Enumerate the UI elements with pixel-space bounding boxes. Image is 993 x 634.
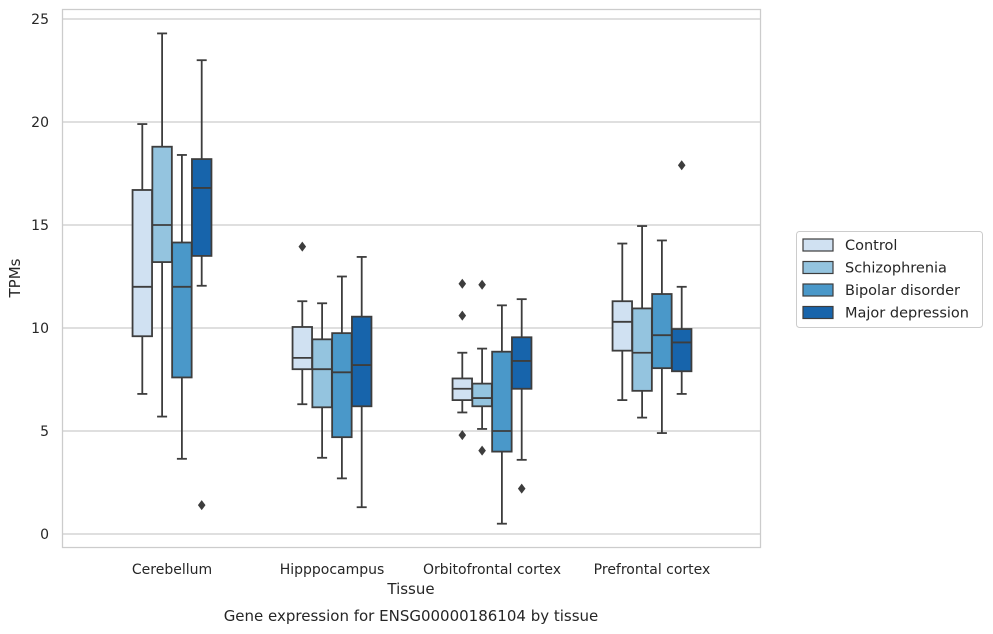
box-mark <box>611 242 633 402</box>
box-mark <box>191 59 213 511</box>
y-tick-label: 0 <box>40 527 49 543</box>
box-mark <box>671 160 693 395</box>
legend-swatch <box>802 283 834 297</box>
box-body <box>631 307 653 392</box>
box-body <box>291 326 313 371</box>
legend-items: Control Schizophrenia Bipolar disorder Majo… <box>802 238 969 322</box>
box-body <box>611 300 633 352</box>
legend-entry: Major depression <box>802 305 969 322</box>
legend-swatch <box>802 260 834 275</box>
y-tick-label: 5 <box>40 424 49 440</box>
box-body <box>471 382 493 408</box>
legend-swatch <box>802 305 834 320</box>
outlier-point <box>517 483 526 494</box>
legend-swatch <box>802 238 834 252</box>
box-body <box>331 332 353 439</box>
box-body <box>191 158 213 257</box>
outlier-point <box>458 310 467 321</box>
boxes-layer <box>131 32 693 525</box>
y-axis-label: TPMs <box>6 258 24 298</box>
x-axis-label: Tissue <box>386 580 434 598</box>
box-body <box>671 328 693 373</box>
outlier-point <box>478 279 486 290</box>
plot-frame <box>61 8 762 549</box>
box-mark <box>351 256 373 509</box>
x-tick-label: Cerebellum <box>132 562 212 578</box>
box-body <box>171 241 193 379</box>
box-mark <box>471 279 493 456</box>
box-mark <box>451 278 473 441</box>
y-tick-label: 20 <box>31 115 49 131</box>
box-body <box>311 338 333 409</box>
legend-frame <box>796 231 983 328</box>
x-tick-label: Hipppocampus <box>280 562 385 578</box>
legend-label: Major depression <box>845 306 969 322</box>
y-tick-label: 15 <box>31 218 49 234</box>
y-tick-label: 10 <box>31 321 49 337</box>
box-mark <box>291 241 313 406</box>
box-body <box>151 145 173 263</box>
outlier-point <box>458 278 467 289</box>
x-tick-label: Prefrontal cortex <box>594 562 711 578</box>
legend-entry: Schizophrenia <box>802 260 947 277</box>
box-mark <box>131 123 153 395</box>
box-mark <box>491 304 513 525</box>
outlier-point <box>298 241 307 252</box>
legend: Control Schizophrenia Bipolar disorder Majo… <box>796 231 983 328</box>
gridlines <box>62 18 761 535</box>
box-body <box>131 189 153 338</box>
outlier-point <box>478 445 486 456</box>
outlier-point <box>458 430 467 441</box>
box-body <box>651 293 673 370</box>
box-mark <box>171 154 193 460</box>
box-mark <box>511 298 533 494</box>
outlier-point <box>677 160 686 171</box>
outlier-point <box>197 500 206 511</box>
y-tick-label: 25 <box>31 12 49 28</box>
box-body <box>351 315 373 408</box>
y-tick-labels: 0 5 10 15 20 25 <box>31 12 49 543</box>
box-body <box>491 350 513 453</box>
x-tick-label: Orbitofrontal cortex <box>423 562 561 578</box>
x-tick-labels: Cerebellum Hipppocampus Orbitofrontal cort… <box>132 562 710 578</box>
legend-label: Schizophrenia <box>845 261 947 277</box>
legend-entry: Control <box>802 238 897 254</box>
legend-entry: Bipolar disorder <box>802 283 960 299</box>
box-mark <box>651 239 673 434</box>
legend-label: Control <box>845 238 897 254</box>
box-mark <box>631 225 653 419</box>
box-body <box>511 336 533 390</box>
box-mark <box>331 275 353 480</box>
chart-caption: Gene expression for ENSG00000186104 by t… <box>224 607 599 625</box>
legend-label: Bipolar disorder <box>845 283 960 299</box>
box-mark <box>151 32 173 418</box>
box-mark <box>311 302 333 459</box>
